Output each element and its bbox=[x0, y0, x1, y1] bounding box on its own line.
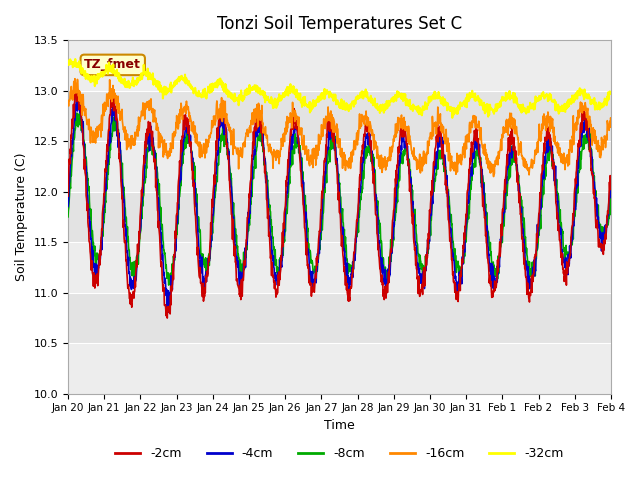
-8cm bbox=[607, 195, 615, 201]
-32cm bbox=[129, 83, 136, 88]
-16cm bbox=[129, 135, 136, 141]
-32cm bbox=[316, 96, 324, 102]
-32cm bbox=[72, 56, 79, 62]
-32cm bbox=[607, 91, 615, 96]
-8cm bbox=[129, 260, 136, 265]
-2cm bbox=[307, 282, 314, 288]
-8cm bbox=[316, 233, 324, 239]
Line: -16cm: -16cm bbox=[68, 79, 611, 177]
Bar bbox=[68, 91, 611, 141]
-4cm bbox=[107, 140, 115, 146]
-16cm bbox=[71, 76, 79, 82]
Line: -8cm: -8cm bbox=[68, 113, 611, 285]
Bar bbox=[68, 343, 611, 394]
-32cm bbox=[107, 69, 115, 74]
-32cm bbox=[449, 115, 456, 120]
Legend: -2cm, -4cm, -8cm, -16cm, -32cm: -2cm, -4cm, -8cm, -16cm, -32cm bbox=[110, 442, 569, 465]
-2cm bbox=[107, 112, 115, 118]
Bar bbox=[68, 293, 611, 343]
-32cm bbox=[64, 61, 72, 67]
-2cm bbox=[607, 175, 615, 180]
-4cm bbox=[64, 204, 72, 209]
-8cm bbox=[295, 147, 303, 153]
Line: -2cm: -2cm bbox=[68, 87, 611, 318]
-2cm bbox=[72, 84, 80, 90]
-16cm bbox=[490, 174, 497, 180]
Bar bbox=[68, 141, 611, 192]
-8cm bbox=[374, 198, 381, 204]
-2cm bbox=[295, 145, 303, 151]
-16cm bbox=[295, 114, 303, 120]
-16cm bbox=[374, 144, 381, 149]
-2cm bbox=[374, 236, 381, 241]
-16cm bbox=[316, 141, 324, 147]
-8cm bbox=[107, 147, 115, 153]
-16cm bbox=[607, 116, 615, 121]
-8cm bbox=[72, 110, 80, 116]
-4cm bbox=[165, 310, 173, 315]
-4cm bbox=[316, 228, 324, 233]
X-axis label: Time: Time bbox=[324, 419, 355, 432]
-32cm bbox=[306, 109, 314, 115]
Bar bbox=[68, 40, 611, 91]
-8cm bbox=[307, 249, 314, 254]
-8cm bbox=[165, 282, 173, 288]
-4cm bbox=[307, 274, 314, 279]
-2cm bbox=[163, 315, 171, 321]
-4cm bbox=[129, 279, 136, 285]
-4cm bbox=[374, 215, 381, 220]
-32cm bbox=[374, 101, 381, 107]
Bar bbox=[68, 242, 611, 293]
Bar bbox=[68, 192, 611, 242]
Y-axis label: Soil Temperature (C): Soil Temperature (C) bbox=[15, 153, 28, 281]
-4cm bbox=[72, 94, 80, 99]
-2cm bbox=[129, 291, 136, 297]
-16cm bbox=[306, 158, 314, 164]
-32cm bbox=[295, 93, 303, 98]
Line: -32cm: -32cm bbox=[68, 59, 611, 118]
-16cm bbox=[64, 97, 72, 103]
Title: Tonzi Soil Temperatures Set C: Tonzi Soil Temperatures Set C bbox=[217, 15, 462, 33]
-8cm bbox=[64, 214, 72, 220]
-2cm bbox=[316, 225, 324, 231]
-4cm bbox=[295, 146, 303, 152]
Text: TZ_fmet: TZ_fmet bbox=[84, 59, 141, 72]
-2cm bbox=[64, 193, 72, 199]
-4cm bbox=[607, 186, 615, 192]
-16cm bbox=[107, 96, 115, 102]
Line: -4cm: -4cm bbox=[68, 96, 611, 312]
